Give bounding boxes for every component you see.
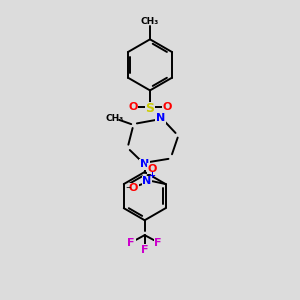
Text: N: N (140, 159, 149, 169)
Text: ⁻: ⁻ (126, 185, 131, 195)
Text: O: O (162, 102, 172, 112)
Text: S: S (146, 102, 154, 115)
Text: CH₃: CH₃ (141, 17, 159, 26)
Text: +: + (148, 171, 155, 180)
Text: N: N (142, 176, 152, 186)
Text: O: O (129, 183, 138, 193)
Text: F: F (128, 238, 135, 248)
Text: O: O (148, 164, 157, 174)
Text: F: F (154, 238, 162, 248)
Text: CH₃: CH₃ (105, 114, 124, 123)
Text: O: O (128, 102, 138, 112)
Text: N: N (156, 113, 165, 123)
Text: F: F (141, 245, 148, 255)
